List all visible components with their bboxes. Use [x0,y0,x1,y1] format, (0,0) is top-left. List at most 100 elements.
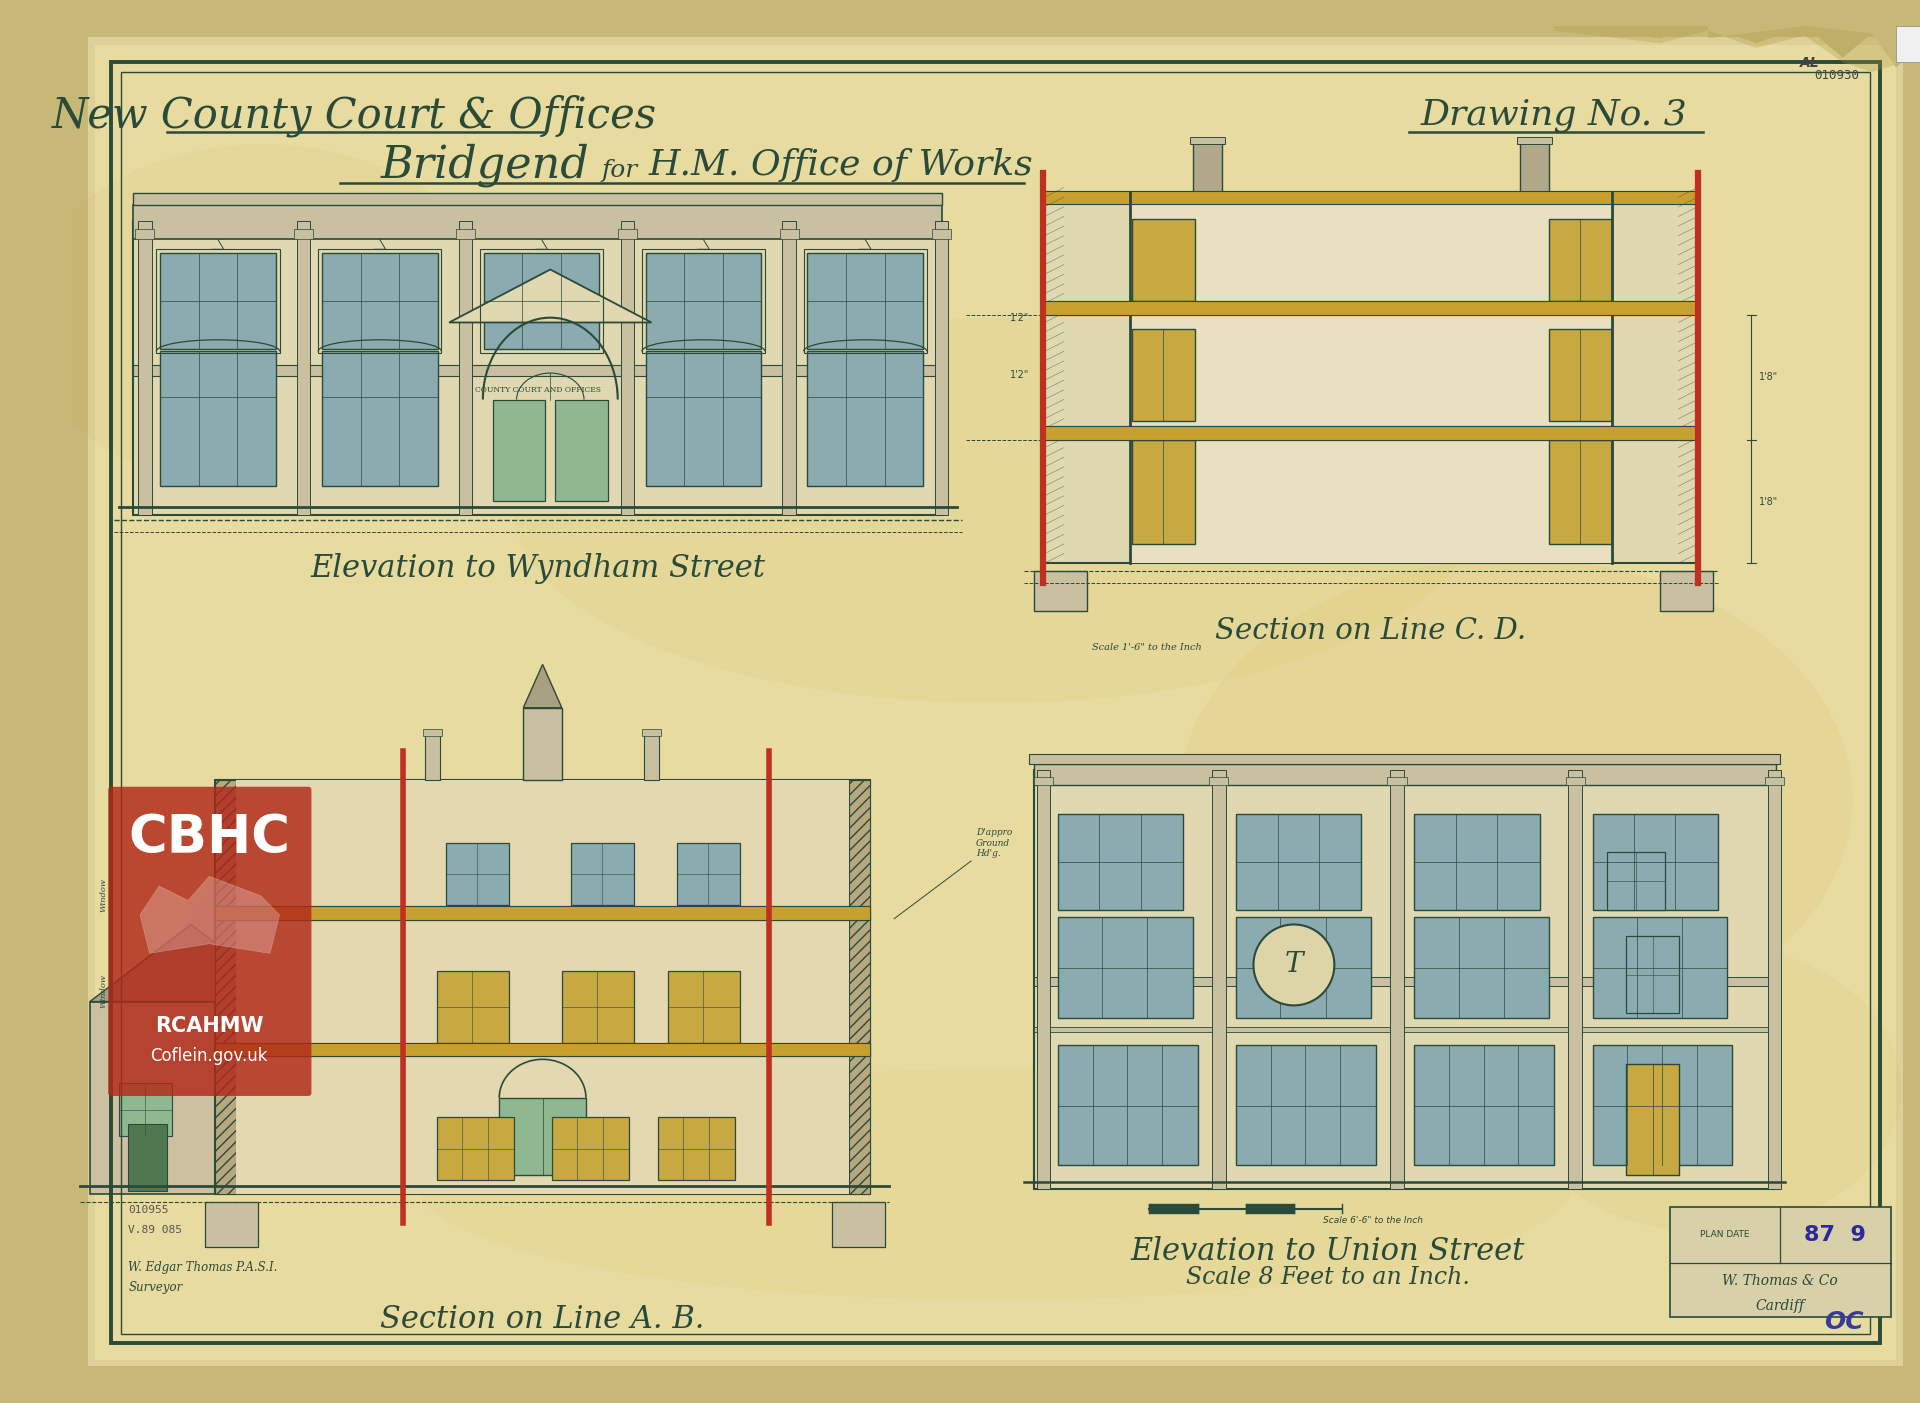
Bar [323,253,438,349]
Text: Scale 6'-6" to the Inch: Scale 6'-6" to the Inch [1323,1216,1423,1225]
Bar [215,780,870,1194]
Text: Cardiff: Cardiff [1755,1299,1805,1313]
Bar [1033,763,1776,784]
Bar [480,250,603,354]
Polygon shape [1553,25,1920,67]
Bar [563,971,634,1042]
Text: 1'8": 1'8" [1759,372,1778,383]
Bar [138,222,152,515]
Bar [484,253,599,349]
Bar [1058,814,1183,911]
Bar [1236,814,1361,911]
Text: 87  9: 87 9 [1805,1225,1866,1244]
Bar [1517,136,1551,145]
Bar [1133,219,1194,302]
Bar [298,222,311,515]
Text: D'appro
Ground
Hd'g.: D'appro Ground Hd'g. [975,828,1012,859]
Bar [524,707,563,780]
Bar [659,1117,735,1180]
Bar [808,253,924,349]
Bar [1415,916,1549,1019]
Bar [1133,441,1194,544]
Ellipse shape [1515,944,1901,1233]
Bar [424,732,440,780]
Bar [436,971,509,1042]
Text: COUNTY COURT AND OFFICES: COUNTY COURT AND OFFICES [474,386,601,394]
Text: Scale 8 Feet to an Inch.: Scale 8 Feet to an Inch. [1187,1267,1469,1289]
Bar [1415,1045,1553,1166]
Text: V.89 085: V.89 085 [129,1225,182,1235]
Bar [159,253,276,349]
Polygon shape [90,925,292,1002]
Bar [1607,852,1665,911]
Bar [1033,1027,1776,1033]
Text: Scale 1'-6" to the Inch: Scale 1'-6" to the Inch [1092,643,1202,652]
Bar [572,843,634,905]
Bar [1058,1045,1198,1166]
Text: PLAN DATE: PLAN DATE [1699,1230,1749,1239]
Text: Section on Line C. D.: Section on Line C. D. [1215,617,1526,645]
Bar [931,229,950,239]
Bar [1043,427,1699,441]
Bar [1033,770,1776,1190]
Bar [1415,814,1540,911]
Polygon shape [449,269,651,323]
Bar [1029,753,1780,763]
Bar [132,222,943,515]
Bar [641,250,764,354]
Text: Drawing No. 3: Drawing No. 3 [1421,98,1688,132]
Bar [849,780,870,1194]
Bar [1212,770,1225,1190]
Polygon shape [1553,25,1920,72]
Bar [1565,777,1584,784]
Bar [455,229,474,239]
Bar [134,229,154,239]
Text: CBHC: CBHC [129,812,290,864]
Bar [645,253,760,349]
Bar [1390,770,1404,1190]
Bar [641,730,660,735]
Bar [132,194,943,205]
Text: Bridgend: Bridgend [380,143,589,188]
Bar [1043,302,1699,314]
Bar [1388,777,1407,784]
Text: 010955: 010955 [129,1205,169,1215]
Bar [1210,777,1229,784]
Text: Window: Window [100,974,108,1009]
Text: AL: AL [1799,56,1820,70]
Bar [159,351,276,487]
Text: W. Edgar Thomas P.A.S.I.: W. Edgar Thomas P.A.S.I. [129,1261,278,1274]
Bar [618,229,637,239]
Bar [215,1042,870,1056]
Bar [1670,1207,1891,1317]
Bar [555,400,609,501]
Text: Window: Window [100,878,108,912]
Bar [1033,571,1087,612]
Bar [1549,330,1611,421]
Bar [1592,916,1728,1019]
Bar [1569,770,1582,1190]
Bar [215,906,870,920]
Bar [808,351,924,487]
Bar [1192,139,1221,192]
Bar [1043,427,1699,441]
Bar [1058,916,1192,1019]
Bar [215,780,236,1194]
FancyBboxPatch shape [108,787,311,1096]
Text: for: for [601,159,637,182]
Bar [1626,1063,1680,1174]
Bar [1661,571,1713,612]
Polygon shape [524,665,563,707]
Bar [499,1099,586,1174]
Bar [90,1002,292,1194]
Text: H.M. Office of Works: H.M. Office of Works [649,149,1033,182]
Circle shape [1254,925,1334,1006]
Bar [1549,219,1611,302]
Bar [459,222,472,515]
Bar [119,1083,171,1136]
Text: 010930: 010930 [1814,69,1859,81]
Ellipse shape [23,145,505,491]
Text: Elevation to Wyndham Street: Elevation to Wyndham Street [311,553,766,584]
Bar [1895,25,1920,62]
Bar [620,222,634,515]
